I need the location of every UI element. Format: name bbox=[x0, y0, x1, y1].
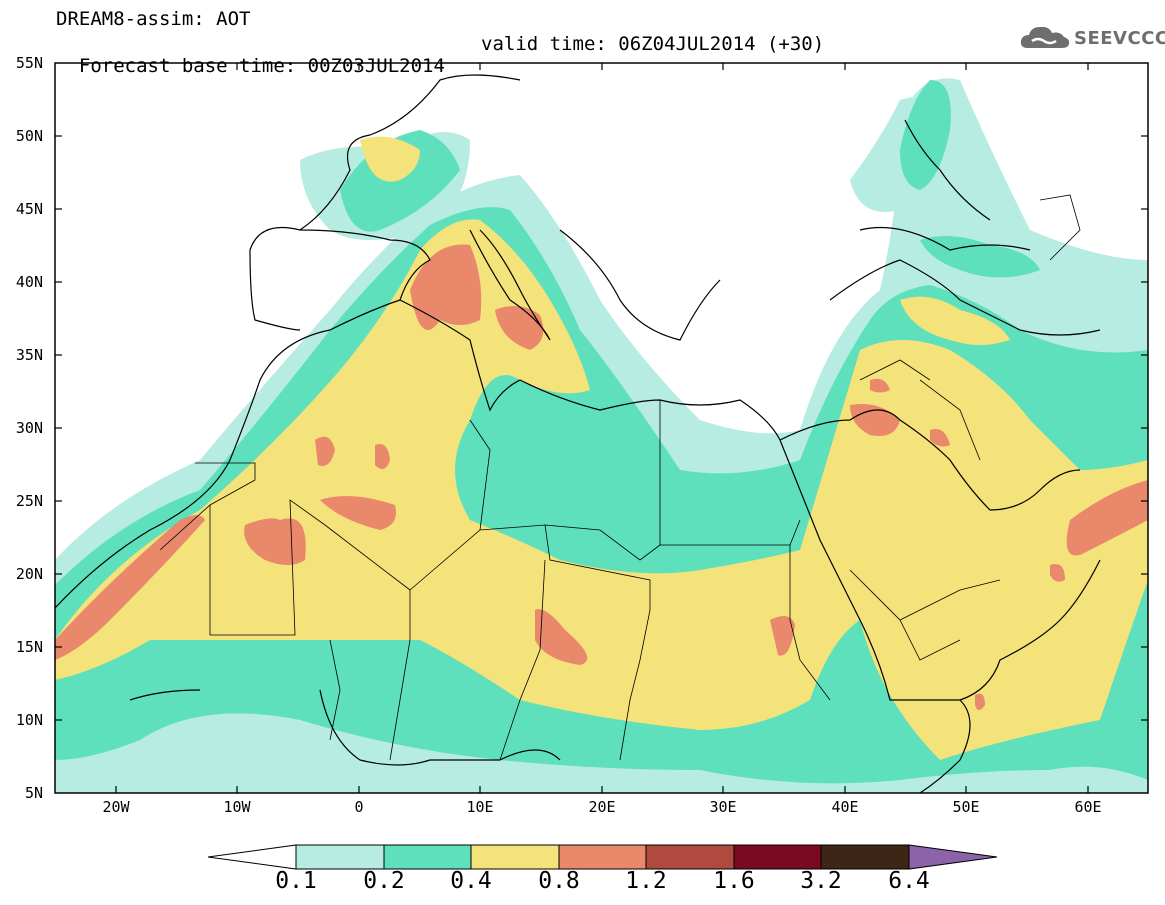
colorbar-segment-under bbox=[207, 844, 297, 870]
colorbar-segment-6 bbox=[733, 844, 822, 870]
lat-label: 35N bbox=[15, 346, 43, 364]
aot-field bbox=[55, 78, 1148, 793]
logo-text: SEEVCCC bbox=[1074, 28, 1165, 49]
lon-label: 60E bbox=[1074, 798, 1102, 816]
forecast-times: Forecast base time: 00Z03JUL2014 valid t… bbox=[56, 33, 824, 99]
lon-label: 10E bbox=[466, 798, 494, 816]
lon-label: 40E bbox=[831, 798, 859, 816]
seevccc-logo: SEEVCCC bbox=[1018, 22, 1165, 54]
lat-label: 10N bbox=[15, 711, 43, 729]
valid-time: valid time: 06Z04JUL2014 (+30) bbox=[481, 33, 825, 55]
colorbar-segment-7 bbox=[820, 844, 910, 870]
lat-label: 20N bbox=[15, 565, 43, 583]
colorbar-segment-4 bbox=[558, 844, 647, 870]
lon-label: 50E bbox=[952, 798, 980, 816]
lon-label: 10W bbox=[223, 798, 251, 816]
colorbar-label: 0.2 bbox=[363, 868, 405, 894]
colorbar-label: 0.1 bbox=[275, 868, 317, 894]
colorbar-label: 0.8 bbox=[538, 868, 580, 894]
lat-label: 45N bbox=[15, 200, 43, 218]
colorbar-segment-1 bbox=[295, 844, 385, 870]
lat-label: 30N bbox=[15, 419, 43, 437]
colorbar bbox=[207, 844, 998, 870]
aot-band-0.4 bbox=[55, 136, 1148, 760]
colorbar-segment-5 bbox=[645, 844, 735, 870]
aot-band-0.8 bbox=[55, 244, 1148, 710]
base-time: Forecast base time: 00Z03JUL2014 bbox=[78, 55, 445, 77]
colorbar-label: 0.4 bbox=[450, 868, 492, 894]
lon-label: 30E bbox=[709, 798, 737, 816]
colorbar-segment-2 bbox=[383, 844, 472, 870]
lat-label: 50N bbox=[15, 127, 43, 145]
lon-label: 20E bbox=[588, 798, 616, 816]
colorbar-label: 1.6 bbox=[713, 868, 755, 894]
lat-label: 55N bbox=[15, 54, 43, 72]
lat-label: 40N bbox=[15, 273, 43, 291]
lon-label: 0 bbox=[354, 798, 364, 816]
coastlines bbox=[55, 74, 1101, 793]
colorbar-label: 6.4 bbox=[888, 868, 930, 894]
colorbar-segment-3 bbox=[470, 844, 560, 870]
axis-ticks bbox=[55, 63, 1148, 793]
map-title: DREAM8-assim: AOT bbox=[56, 8, 251, 30]
lat-label: 15N bbox=[15, 638, 43, 656]
borders bbox=[159, 194, 1081, 761]
lon-label: 20W bbox=[102, 798, 130, 816]
cloud-icon bbox=[1020, 26, 1070, 48]
colorbar-segment-over bbox=[908, 844, 998, 870]
colorbar-label: 3.2 bbox=[800, 868, 842, 894]
lat-label: 25N bbox=[15, 492, 43, 510]
colorbar-label: 1.2 bbox=[625, 868, 667, 894]
lat-label: 5N bbox=[24, 784, 43, 802]
